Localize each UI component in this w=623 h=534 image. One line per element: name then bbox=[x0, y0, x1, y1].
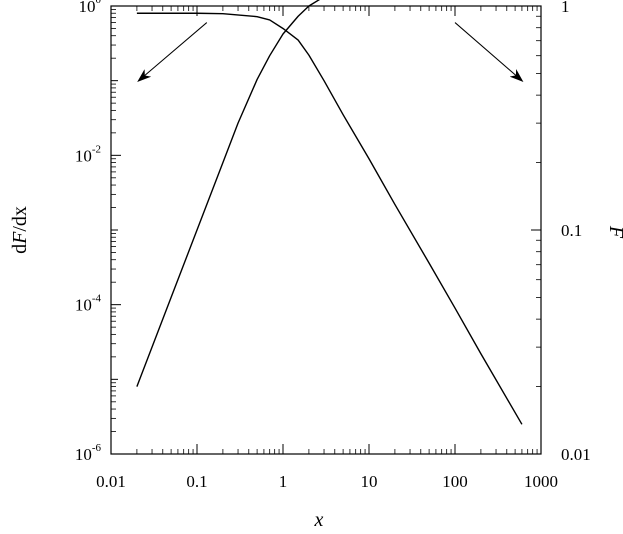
y-left-tick-label: 10-2 bbox=[75, 143, 101, 165]
minor-ticks bbox=[111, 6, 541, 454]
tick-base: 10 bbox=[75, 445, 92, 464]
x-tick-label: 0.01 bbox=[96, 472, 126, 491]
x-tick-label: 0.1 bbox=[186, 472, 207, 491]
y-left-tick-label: 10-6 bbox=[75, 442, 102, 464]
tick-base: 10 bbox=[75, 296, 92, 315]
x-tick-labels: 0.01 0.1 1 10 100 1000 bbox=[96, 472, 558, 491]
y-left-title-rest: /dx bbox=[9, 206, 31, 232]
y-left-title-d: d bbox=[9, 244, 31, 254]
tick-exponent: -2 bbox=[92, 143, 101, 155]
tick-exponent: -6 bbox=[92, 442, 102, 454]
x-tick-label: 10 bbox=[361, 472, 378, 491]
series-line-F bbox=[136, 0, 321, 387]
y-left-title-italic: F bbox=[9, 231, 31, 245]
y-right-tick-label: 1 bbox=[561, 0, 570, 16]
tick-base: 10 bbox=[79, 0, 96, 16]
y-right-tick-labels: 0.01 0.1 1 bbox=[561, 0, 591, 464]
plot-frame bbox=[110, 5, 542, 455]
tick-exponent: -4 bbox=[92, 293, 102, 305]
arrow-to-left-axis bbox=[137, 22, 208, 82]
y-right-axis-title: F bbox=[605, 225, 623, 239]
arrow-to-right-axis bbox=[454, 22, 524, 82]
series-line-dF-dx bbox=[136, 12, 523, 425]
y-left-axis-title: dF/dx bbox=[9, 206, 31, 254]
y-right-tick-label: 0.01 bbox=[561, 445, 591, 464]
x-tick-label: 100 bbox=[442, 472, 468, 491]
y-left-tick-label: 10-4 bbox=[75, 293, 102, 315]
y-right-tick-label: 0.1 bbox=[561, 221, 582, 240]
annotation-group bbox=[137, 22, 524, 82]
tick-base: 10 bbox=[75, 146, 92, 165]
tick-exponent: 0 bbox=[96, 0, 102, 6]
x-axis-title: x bbox=[314, 509, 324, 531]
x-tick-label: 1 bbox=[279, 472, 288, 491]
y-left-tick-label: 100 bbox=[79, 0, 102, 16]
series-group bbox=[136, 0, 523, 425]
major-ticks bbox=[110, 5, 542, 455]
x-tick-label: 1000 bbox=[524, 472, 558, 491]
